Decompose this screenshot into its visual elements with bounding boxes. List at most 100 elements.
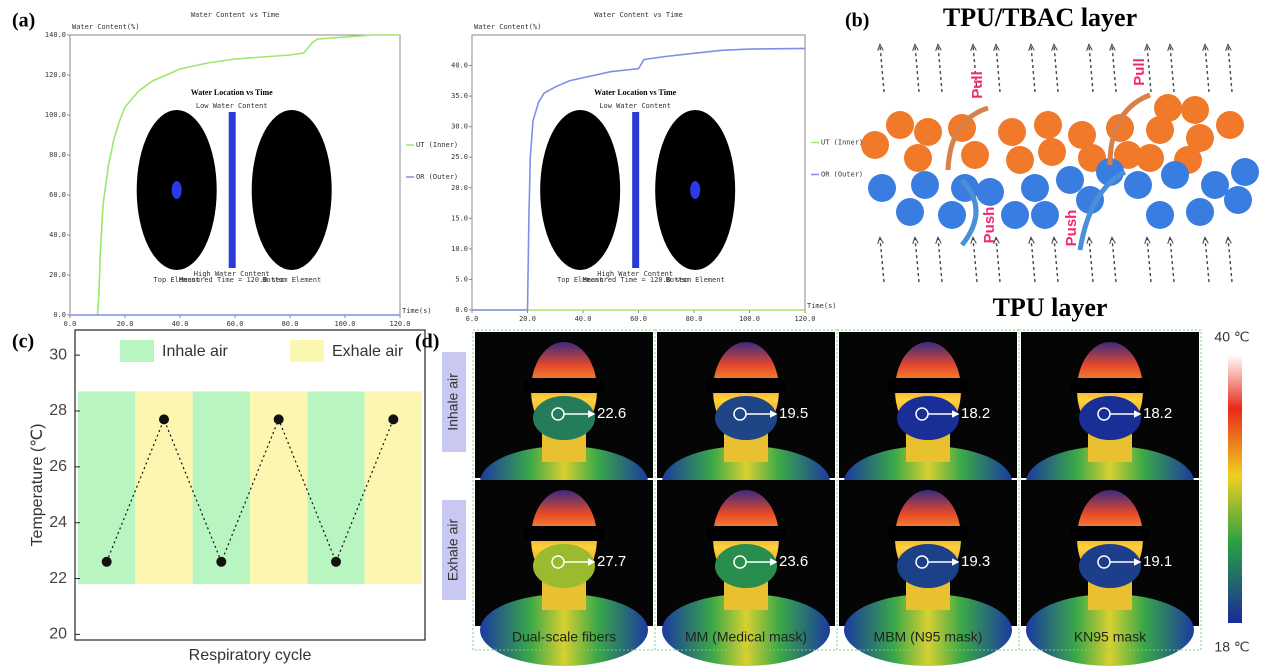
panel-label: (d) [415, 331, 439, 353]
pull-label: Pull [1131, 58, 1148, 86]
temperature-label: 19.1 [1143, 553, 1172, 570]
push-arrow [960, 178, 979, 247]
push-label: Push [981, 207, 998, 244]
phase-band [78, 391, 136, 585]
glasses [706, 378, 786, 393]
y-tick-label: 25.0 [451, 153, 468, 161]
inset-label: Low Water Content [599, 102, 671, 110]
element-top [540, 110, 621, 270]
tbac-particle [998, 118, 1026, 146]
tpu-particle [976, 178, 1004, 206]
temperature-label: 27.7 [597, 553, 626, 570]
inset-label: Measured Time = 120.0 sec [179, 276, 284, 284]
inset-label: High Water Content [194, 270, 270, 278]
pull-arrow [945, 105, 989, 171]
flow-arrow [1089, 45, 1094, 93]
mask [715, 544, 777, 588]
y-tick-label: 22 [49, 570, 67, 587]
tpu-particle [1201, 171, 1229, 199]
y-tick-label: 60.0 [49, 191, 66, 199]
tpu-particle [1056, 166, 1084, 194]
flow-arrow [880, 45, 885, 93]
shoulders [1026, 594, 1194, 666]
column-box [1018, 329, 1202, 651]
mask [897, 544, 959, 588]
tbac-particle [1034, 111, 1062, 139]
legend-label: OR (Outer) [821, 171, 863, 179]
x-tick-label: 100.0 [739, 315, 760, 323]
flow-arrow [1147, 238, 1152, 283]
flow-arrow [938, 238, 943, 283]
tpu-particle [896, 198, 924, 226]
flow-arrow [1147, 45, 1152, 93]
glasses [524, 378, 604, 393]
column-label: Dual-scale fibers [512, 629, 616, 645]
column-label: MBM (N95 mask) [874, 629, 983, 645]
y-tick-label: 140.0 [45, 31, 66, 39]
panel-label: (a) [12, 10, 35, 32]
y-tick-label: 15.0 [451, 214, 468, 222]
y-tick-label: 30 [49, 346, 67, 363]
y-tick-label: 40.0 [451, 62, 468, 70]
legend-label: Exhale air [332, 343, 404, 360]
x-axis-label: Respiratory cycle [189, 647, 312, 664]
tbac-particle [914, 118, 942, 146]
element-bottom [251, 110, 332, 270]
tpu-particle [911, 171, 939, 199]
water-spot [171, 181, 182, 199]
y-tick-label: 0.0 [455, 306, 468, 314]
tpu-particle [1031, 201, 1059, 229]
tbac-particle [1068, 121, 1096, 149]
legend-label: Inhale air [162, 343, 228, 360]
y-tick-label: 10.0 [451, 245, 468, 253]
tbac-particle [1216, 111, 1244, 139]
row-label: Exhale air [445, 519, 461, 582]
flow-arrow [973, 45, 978, 93]
legend-swatch [290, 340, 324, 362]
glasses [524, 526, 604, 541]
x-tick-label: 60.0 [630, 315, 647, 323]
inset-label: Low Water Content [196, 102, 268, 110]
tpu-particle [1021, 174, 1049, 202]
tbac-particle [1146, 116, 1174, 144]
y-tick-label: 28 [49, 402, 67, 419]
y-tick-label: 5.0 [455, 275, 468, 283]
legend-swatch [120, 340, 154, 362]
y-tick-label: 0.0 [53, 311, 66, 319]
data-point [216, 556, 227, 567]
tpu-particle [1076, 186, 1104, 214]
flow-arrow [915, 238, 920, 283]
inset-title: Water Location vs Time [191, 88, 273, 97]
plot-frame [74, 329, 426, 641]
x-tick-label: 40.0 [575, 315, 592, 323]
tpu-particle [1001, 201, 1029, 229]
tbac-particle [1038, 138, 1066, 166]
inset-label: Top Element [154, 276, 200, 284]
tbac-particle [886, 111, 914, 139]
glasses [1070, 378, 1150, 393]
mask [1079, 396, 1141, 440]
temperature-label: 19.5 [779, 405, 808, 422]
push-arrow [1077, 169, 1127, 251]
tbac-particle [1114, 141, 1142, 169]
data-point [388, 414, 399, 425]
legend-label: OR (Outer) [416, 173, 458, 181]
chart-title: Water Content vs Time [594, 11, 683, 19]
shoulders [662, 594, 830, 666]
x-tick-label: 40.0 [172, 320, 189, 328]
mask [715, 396, 777, 440]
flow-arrow [1170, 45, 1175, 93]
glasses [706, 526, 786, 541]
legend-label: UT (Inner) [821, 139, 863, 147]
tpu-particle [1161, 161, 1189, 189]
flow-arrow [915, 45, 920, 93]
data-point [101, 556, 112, 567]
y-tick-label: 30.0 [451, 123, 468, 131]
chart-title: Water Content vs Time [191, 11, 280, 19]
flow-arrow [996, 45, 1001, 93]
mask [897, 396, 959, 440]
flow-arrow [1089, 238, 1094, 283]
y-tick-label: 20.0 [451, 184, 468, 192]
inset-label: Top Element [557, 276, 603, 284]
tpu-particle [1146, 201, 1174, 229]
